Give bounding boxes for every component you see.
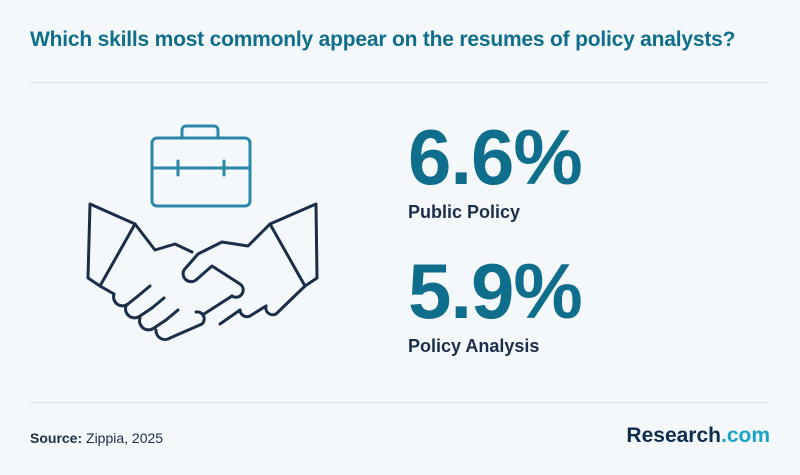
stat-public-policy: 6.6% Public Policy [408, 113, 583, 223]
source-label: Source: [30, 430, 83, 446]
bottom-divider [30, 402, 770, 403]
stat-label: Policy Analysis [408, 336, 540, 356]
source-text: Zippia, 2025 [82, 430, 164, 446]
stat-value: 5.9% [408, 247, 583, 335]
source-note: Source: Zippia, 2025 [30, 430, 163, 446]
handshake-illustration [80, 118, 325, 358]
top-divider [30, 82, 770, 83]
handshake-icon [86, 202, 319, 342]
stat-label: Public Policy [408, 202, 521, 222]
page-title: Which skills most commonly appear on the… [30, 28, 736, 51]
brand-logo[interactable]: Research.com [626, 424, 770, 448]
stat-policy-analysis: 5.9% Policy Analysis [408, 247, 583, 357]
brand-main: Research [626, 424, 721, 447]
stat-value: 6.6% [408, 113, 583, 201]
brand-suffix: .com [720, 424, 770, 447]
briefcase-icon [150, 124, 252, 208]
